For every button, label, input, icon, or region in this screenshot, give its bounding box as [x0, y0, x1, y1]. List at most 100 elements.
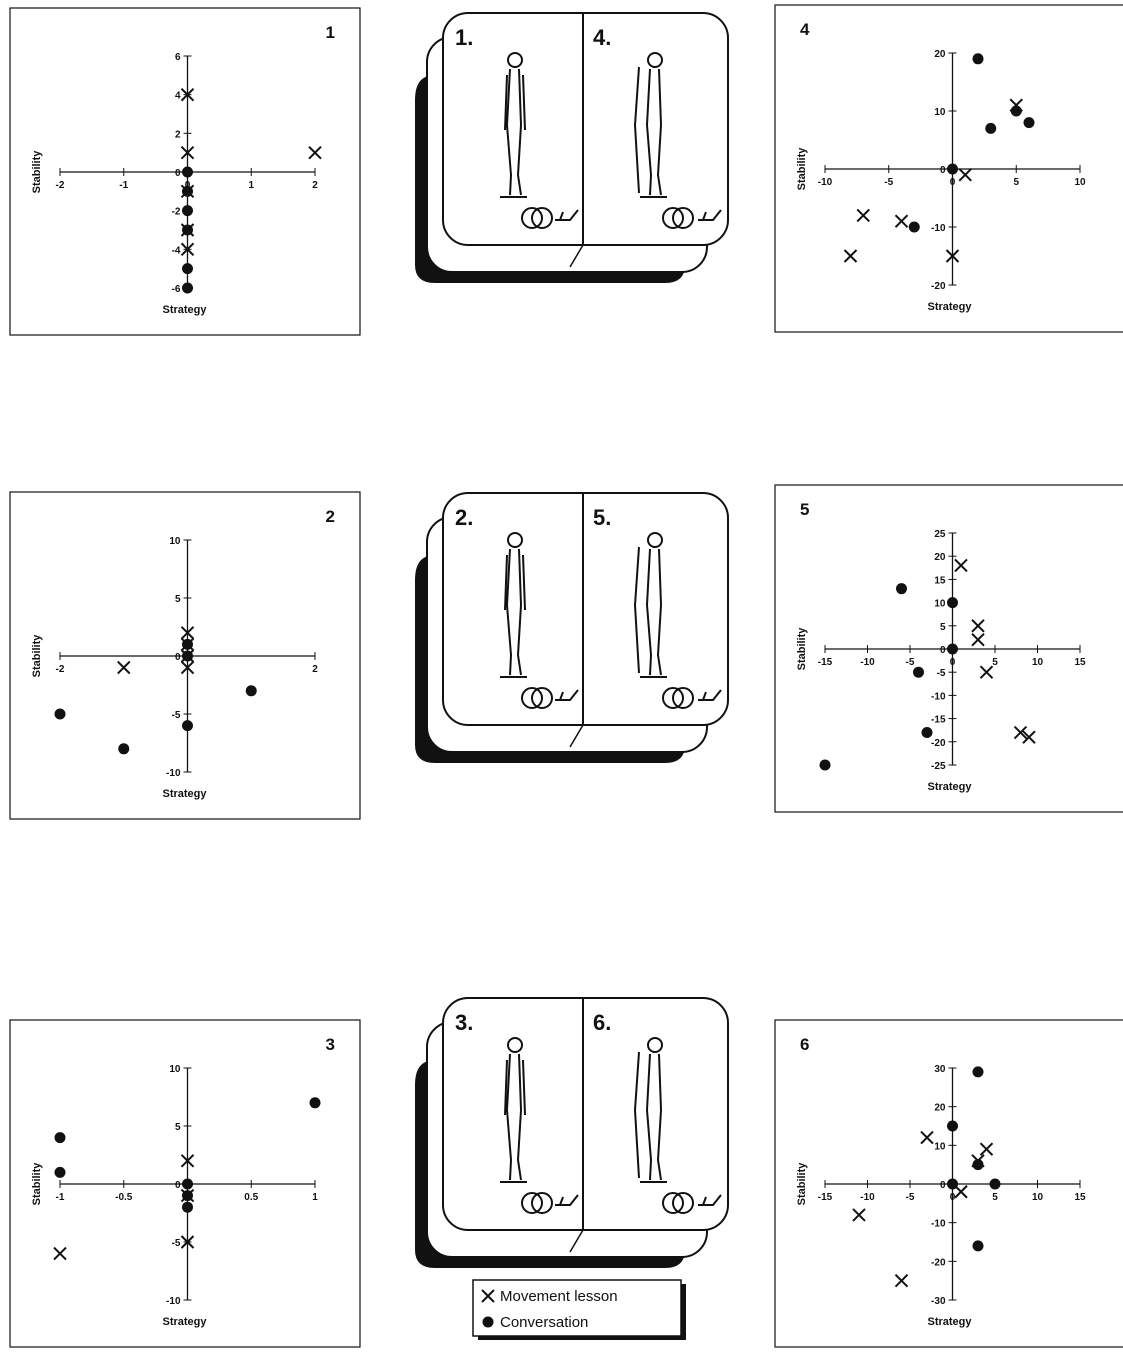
y-tick-label: -10 [931, 1219, 946, 1230]
x-tick-label: 10 [1032, 1192, 1044, 1203]
x-tick-label: -5 [906, 657, 915, 668]
y-axis-label: Stability [31, 150, 43, 194]
chart-number: 4 [800, 20, 810, 39]
dot-marker [947, 643, 958, 655]
y-tick-label: 6 [175, 52, 181, 63]
dot-marker [182, 1190, 193, 1202]
dot-marker [989, 1178, 1001, 1190]
y-tick-label: -10 [166, 1296, 181, 1307]
y-tick-label: 4 [175, 91, 181, 102]
dot-marker [182, 263, 193, 275]
x-tick-label: 0 [950, 177, 956, 188]
card: 1. 4. [414, 12, 729, 284]
x-marker [180, 1235, 195, 1249]
x-tick-label: -5 [906, 1192, 915, 1203]
y-tick-label: -2 [172, 207, 181, 218]
dot-marker [1023, 117, 1035, 129]
dot-marker [182, 166, 193, 178]
x-tick-label: -1 [119, 180, 128, 191]
x-tick-label: 2 [312, 664, 318, 675]
dot-marker [985, 122, 997, 134]
x-tick-label: -1 [56, 1192, 65, 1203]
x-tick-label: 10 [1074, 177, 1086, 188]
y-tick-label: -5 [172, 710, 181, 721]
x-tick-label: 15 [1074, 657, 1086, 668]
x-marker [1013, 725, 1028, 740]
dot-marker [913, 666, 924, 678]
y-tick-label: 25 [934, 529, 946, 540]
dot-marker [947, 163, 958, 175]
legend-label: Movement lesson [500, 1288, 618, 1305]
dot-marker [245, 685, 257, 697]
dot-marker [182, 224, 193, 236]
y-tick-label: 0 [175, 1180, 181, 1191]
x-marker [971, 619, 985, 633]
dot-marker [182, 638, 193, 650]
x-tick-label: 2 [312, 180, 318, 191]
card-label: 5. [593, 505, 611, 530]
x-axis-label: Strategy [927, 301, 972, 313]
dot-marker [896, 583, 907, 595]
y-tick-label: 10 [934, 599, 946, 610]
dot-marker [54, 708, 66, 720]
x-marker [53, 1246, 67, 1261]
x-tick-label: 1 [248, 180, 254, 191]
dot-marker [972, 1240, 984, 1252]
y-tick-label: 10 [169, 536, 181, 547]
y-tick-label: -30 [931, 1296, 946, 1307]
y-tick-label: -10 [931, 223, 946, 234]
y-tick-label: -5 [937, 668, 946, 679]
y-tick-label: 0 [940, 1180, 946, 1191]
y-axis-label: Stability [796, 147, 808, 191]
dot-marker [1010, 105, 1022, 117]
x-marker [180, 242, 195, 257]
x-marker [843, 249, 858, 263]
card: 2. 5. [414, 492, 729, 764]
x-tick-label: 0 [950, 657, 956, 668]
y-tick-label: -20 [931, 281, 946, 292]
dot-marker [482, 1316, 494, 1328]
x-tick-label: -10 [860, 1192, 875, 1203]
x-marker [958, 168, 972, 182]
y-tick-label: 2 [175, 129, 181, 140]
y-tick-label: 0 [940, 165, 946, 176]
x-axis-label: Strategy [162, 1316, 207, 1328]
y-axis-label: Stability [796, 1162, 808, 1206]
x-axis-label: Strategy [162, 304, 207, 316]
dot-marker [118, 743, 130, 755]
x-marker [979, 665, 994, 679]
x-tick-label: -15 [818, 657, 833, 668]
x-marker [180, 145, 195, 160]
dot-marker [182, 720, 193, 732]
card-label: 4. [593, 25, 611, 50]
x-tick-label: -10 [818, 177, 833, 188]
y-tick-label: -10 [931, 691, 946, 702]
dot-marker [54, 1132, 66, 1144]
chart-number: 6 [800, 1035, 809, 1054]
dot-marker [182, 650, 193, 662]
y-axis-label: Stability [31, 1162, 43, 1206]
dot-marker [921, 727, 933, 739]
x-tick-label: 0 [185, 180, 191, 191]
x-marker [894, 214, 909, 228]
x-tick-label: -15 [818, 1192, 833, 1203]
chart-number: 5 [800, 500, 809, 519]
x-marker [894, 1273, 909, 1288]
card-label: 6. [593, 1010, 611, 1035]
x-tick-label: 5 [992, 1192, 998, 1203]
y-tick-label: 10 [934, 107, 946, 118]
x-tick-label: 5 [992, 657, 998, 668]
x-marker [945, 249, 960, 263]
y-tick-label: 10 [169, 1064, 181, 1075]
dot-marker [54, 1166, 66, 1178]
y-tick-label: -25 [931, 761, 946, 772]
dot-marker [182, 1201, 193, 1213]
y-tick-label: 5 [940, 622, 946, 633]
x-axis-label: Strategy [927, 781, 972, 793]
dot-marker [309, 1097, 321, 1109]
y-tick-label: 0 [175, 168, 181, 179]
y-tick-label: 20 [934, 49, 946, 60]
x-tick-label: -0.5 [115, 1192, 133, 1203]
dot-marker [182, 185, 193, 197]
